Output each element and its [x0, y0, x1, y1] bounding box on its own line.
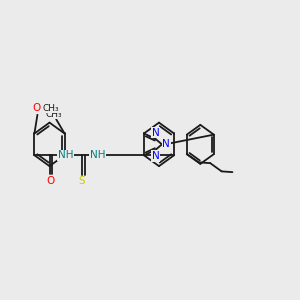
Text: NH: NH [58, 150, 74, 160]
Text: O: O [46, 176, 54, 186]
Text: NH: NH [90, 150, 106, 160]
Text: S: S [79, 176, 86, 187]
Text: O: O [32, 103, 41, 113]
Text: N: N [162, 140, 170, 149]
Text: N: N [152, 128, 160, 138]
Text: N: N [152, 151, 160, 161]
Text: CH₃: CH₃ [46, 110, 62, 119]
Text: CH₃: CH₃ [43, 104, 59, 113]
